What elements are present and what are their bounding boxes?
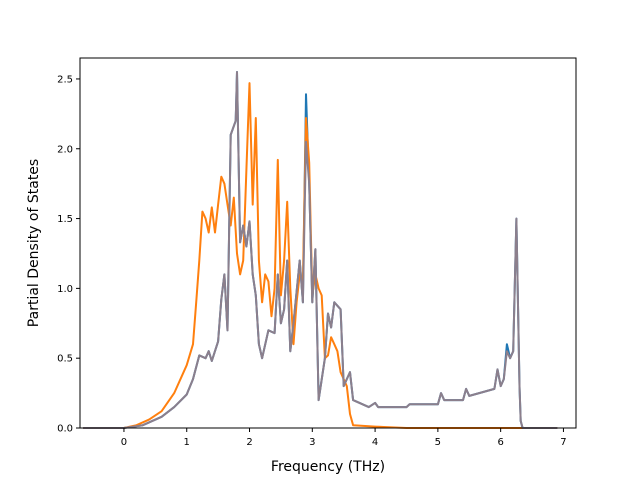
y-tick-label: 2.5	[57, 74, 73, 85]
series-line-2	[83, 82, 558, 429]
y-axis-label: Partial Density of States	[26, 159, 42, 327]
y-tick-label: 1.0	[57, 284, 73, 295]
plot-background	[80, 58, 576, 428]
x-axis-ticks: 0 1 2 3 4 5 6 7	[121, 428, 567, 448]
x-tick-label: 0	[121, 437, 127, 448]
y-tick-label: 0.5	[57, 354, 73, 365]
y-tick-label: 0.0	[57, 424, 73, 435]
y-axis-ticks: 0.0 0.5 1.0 1.5 2.0 2.5	[57, 74, 80, 435]
x-tick-label: 7	[560, 437, 566, 448]
series-line-3	[83, 71, 558, 429]
x-tick-label: 1	[184, 437, 190, 448]
plot-frame	[79, 57, 577, 429]
x-tick-label: 6	[497, 437, 503, 448]
x-tick-label: 3	[309, 437, 315, 448]
x-tick-label: 4	[372, 437, 378, 448]
y-tick-label: 1.5	[57, 214, 73, 225]
x-axis-label: Frequency (THz)	[271, 459, 385, 475]
x-tick-label: 2	[246, 437, 252, 448]
y-tick-label: 2.0	[57, 144, 73, 155]
x-tick-label: 5	[435, 437, 441, 448]
series-layer	[83, 71, 558, 429]
